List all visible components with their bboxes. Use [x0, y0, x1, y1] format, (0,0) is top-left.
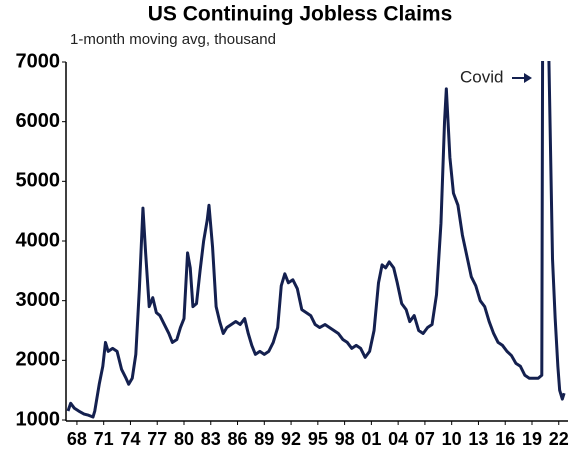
y-tick-label: 6000 — [16, 110, 61, 132]
x-tick-label: 83 — [201, 429, 221, 449]
x-tick-label: 92 — [281, 429, 301, 449]
x-tick-label: 19 — [522, 429, 542, 449]
x-tick-label: 68 — [67, 429, 87, 449]
x-tick-label: 01 — [361, 429, 381, 449]
x-tick-label: 16 — [495, 429, 515, 449]
x-tick-label: 07 — [415, 429, 435, 449]
annotation: Covid — [460, 67, 503, 86]
x-tick-label: 80 — [174, 429, 194, 449]
x-tick-label: 74 — [120, 429, 140, 449]
x-tick-label: 71 — [94, 429, 114, 449]
y-tick-label: 4000 — [16, 229, 61, 251]
x-tick-label: 22 — [549, 429, 569, 449]
x-tick-label: 89 — [254, 429, 274, 449]
y-tick-label: 3000 — [16, 289, 61, 311]
x-tick-label: 10 — [442, 429, 462, 449]
y-tick-label: 5000 — [16, 170, 61, 192]
y-tick-label: 2000 — [16, 349, 61, 371]
x-tick-label: 77 — [147, 429, 167, 449]
y-tick-label: 1000 — [16, 408, 61, 430]
data-line — [66, 61, 566, 419]
chart-title: US Continuing Jobless Claims — [148, 3, 453, 26]
x-tick-label: 04 — [388, 429, 408, 449]
chart-subtitle: 1-month moving avg, thousand — [70, 31, 276, 48]
x-tick-label: 13 — [468, 429, 488, 449]
x-tick-label: 95 — [308, 429, 328, 449]
x-tick-label: 86 — [228, 429, 248, 449]
x-tick-label: 98 — [335, 429, 355, 449]
annotation-arrowhead — [524, 73, 532, 83]
y-tick-label: 7000 — [16, 50, 61, 72]
